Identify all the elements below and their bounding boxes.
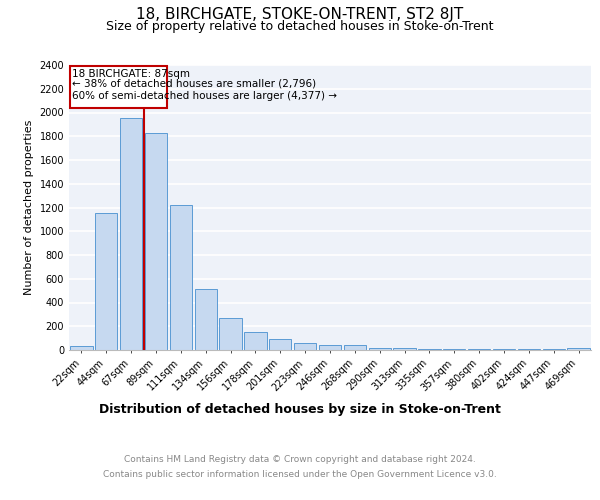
Bar [418, 349, 440, 350]
Bar [394, 348, 416, 350]
Bar [194, 290, 217, 350]
Bar [269, 340, 292, 350]
Bar [368, 348, 391, 350]
Bar [170, 205, 192, 350]
Bar [319, 344, 341, 350]
Text: Contains public sector information licensed under the Open Government Licence v3: Contains public sector information licen… [103, 470, 497, 479]
Text: Contains HM Land Registry data © Crown copyright and database right 2024.: Contains HM Land Registry data © Crown c… [124, 455, 476, 464]
Bar [568, 348, 590, 350]
Y-axis label: Number of detached properties: Number of detached properties [24, 120, 34, 295]
Bar [145, 132, 167, 350]
Bar [120, 118, 142, 350]
Bar [443, 349, 466, 350]
Text: 60% of semi-detached houses are larger (4,377) →: 60% of semi-detached houses are larger (… [72, 90, 337, 101]
Text: ← 38% of detached houses are smaller (2,796): ← 38% of detached houses are smaller (2,… [72, 78, 316, 88]
Text: 18 BIRCHGATE: 87sqm: 18 BIRCHGATE: 87sqm [72, 69, 190, 79]
FancyBboxPatch shape [70, 66, 167, 108]
Text: 18, BIRCHGATE, STOKE-ON-TRENT, ST2 8JT: 18, BIRCHGATE, STOKE-ON-TRENT, ST2 8JT [136, 8, 464, 22]
Text: Distribution of detached houses by size in Stoke-on-Trent: Distribution of detached houses by size … [99, 402, 501, 415]
Bar [70, 346, 92, 350]
Bar [220, 318, 242, 350]
Text: Size of property relative to detached houses in Stoke-on-Trent: Size of property relative to detached ho… [106, 20, 494, 33]
Bar [344, 344, 366, 350]
Bar [244, 332, 266, 350]
Bar [294, 344, 316, 350]
Bar [95, 214, 118, 350]
